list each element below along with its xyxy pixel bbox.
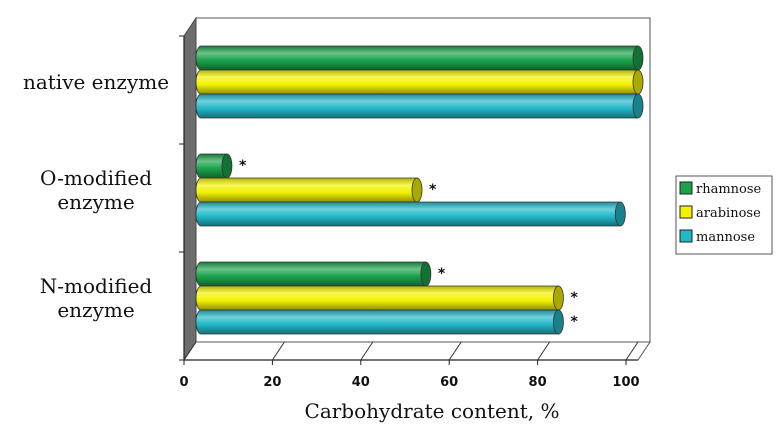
floor-gridline — [271, 341, 285, 361]
bar-mannose — [195, 309, 564, 335]
significance-mark: * — [438, 266, 446, 282]
significance-mark: * — [429, 182, 437, 198]
bar-body — [195, 261, 427, 287]
bar-rhamnose — [195, 45, 644, 71]
bar-end-cap — [221, 153, 233, 179]
bar-arabinose — [195, 69, 644, 95]
bar-body — [195, 285, 559, 311]
bar-body — [195, 201, 621, 227]
bars: * * * * * — [195, 45, 644, 335]
floor-gridline — [537, 341, 551, 361]
bar-end-cap — [632, 45, 644, 71]
legend-label: mannose — [696, 230, 755, 245]
x-axis-ticks: 0 20 40 60 80 100 — [179, 341, 640, 390]
x-tick-label: 60 — [440, 375, 458, 390]
significance-mark: * — [570, 290, 578, 306]
bar-end-cap — [632, 93, 644, 119]
x-tick-label: 80 — [529, 375, 547, 390]
bar-end-cap — [420, 261, 432, 287]
significance-mark: * — [239, 158, 247, 174]
legend: rhamnose arabinose mannose — [675, 175, 773, 255]
bar-body — [195, 93, 639, 119]
floor-gridline — [448, 341, 462, 361]
category-label: native enzyme — [23, 70, 169, 94]
legend-swatch — [679, 181, 693, 195]
x-tick-label: 100 — [612, 375, 639, 390]
bar-end-cap — [553, 285, 564, 311]
bar-body — [195, 45, 639, 71]
bar-mannose — [195, 201, 626, 227]
legend-label: rhamnose — [696, 182, 762, 197]
category-labels: native enzymeO-modifiedenzymeN-modifiede… — [23, 70, 169, 322]
category-label: N-modified — [40, 274, 153, 298]
bar-end-cap — [411, 177, 423, 203]
significance-mark: * — [570, 314, 578, 330]
bar-arabinose — [195, 285, 564, 311]
legend-swatch — [679, 205, 693, 219]
x-tick-label: 40 — [352, 375, 370, 390]
legend-swatch — [679, 229, 693, 243]
floor-gridline — [360, 341, 374, 361]
bar-end-cap — [632, 69, 644, 95]
bar-body — [195, 69, 639, 95]
bar-rhamnose — [195, 153, 233, 179]
bar-body — [195, 177, 418, 203]
floor-gridline — [625, 341, 639, 361]
bar-end-cap — [614, 201, 626, 227]
legend-label: arabinose — [696, 206, 761, 221]
bar-body — [195, 309, 559, 335]
left-wall — [183, 16, 197, 362]
bar-end-cap — [553, 309, 564, 335]
floor — [183, 341, 651, 361]
floor-gridline — [183, 341, 197, 361]
x-tick-label: 0 — [179, 375, 188, 390]
category-label: enzyme — [57, 298, 134, 322]
bar-arabinose — [195, 177, 423, 203]
category-label: O-modified — [40, 166, 152, 190]
category-label: enzyme — [57, 190, 134, 214]
x-tick-label: 20 — [263, 375, 281, 390]
bar-mannose — [195, 93, 644, 119]
x-axis-label: Carbohydrate content, % — [305, 399, 560, 423]
bar-rhamnose — [195, 261, 432, 287]
